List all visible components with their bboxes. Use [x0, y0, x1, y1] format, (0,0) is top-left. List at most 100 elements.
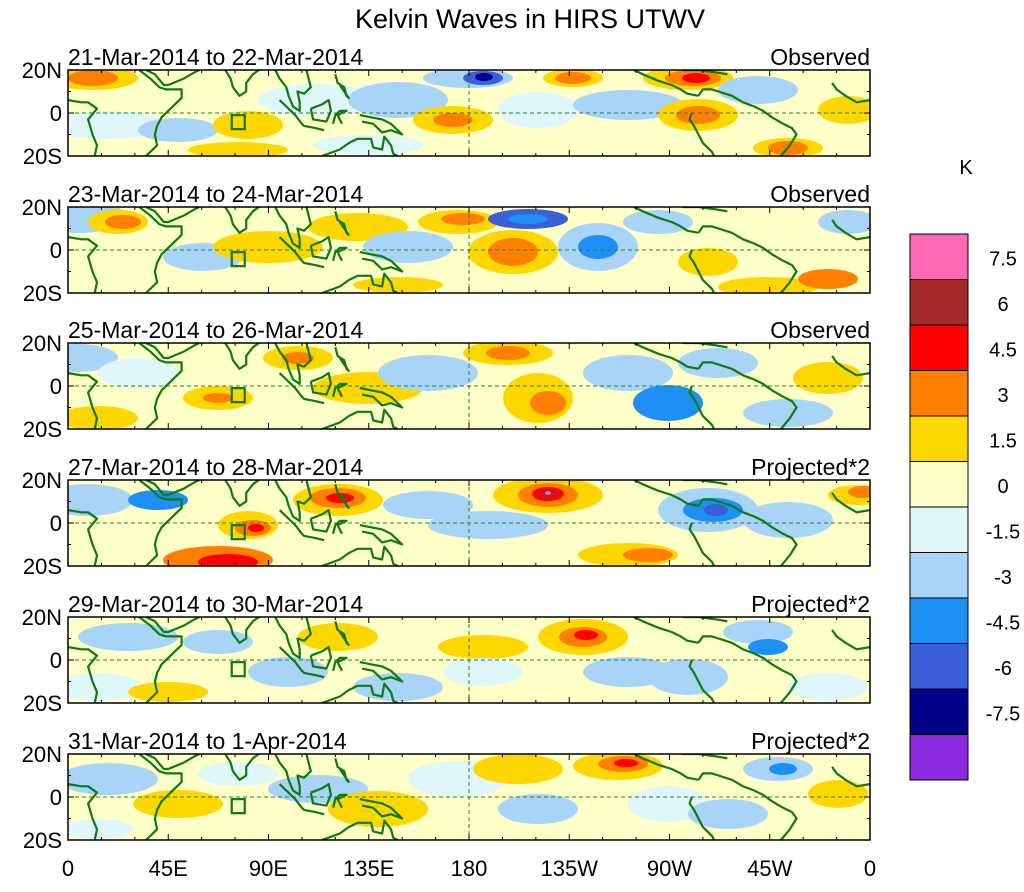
map-panel: 29-Mar-2014 to 30-Mar-2014 Projected*2 20N…	[22, 591, 871, 716]
map-panel: 21-Mar-2014 to 22-Mar-2014 Observed 20N 0 20…	[22, 44, 871, 169]
anomaly-map	[67, 479, 871, 567]
latitude-label: 0	[50, 374, 62, 399]
anomaly-contour	[378, 355, 478, 391]
colorbar-swatch	[909, 279, 969, 326]
colorbar-swatch	[909, 415, 969, 462]
coastline	[688, 796, 716, 840]
coastline	[334, 484, 350, 509]
longitude-label: 90E	[249, 856, 288, 881]
coastline	[68, 509, 99, 566]
anomaly-contour	[203, 393, 233, 403]
coastline	[309, 372, 332, 396]
coastlines	[68, 754, 870, 840]
region-box-marker	[230, 387, 246, 404]
colorbar-swatch	[909, 324, 969, 371]
coastline	[831, 629, 870, 651]
anomaly-contour	[678, 248, 738, 276]
panel-date-range: 23-Mar-2014 to 24-Mar-2014	[68, 181, 364, 207]
anomaly-contour	[433, 113, 473, 127]
coastline	[633, 754, 699, 781]
colorbar-swatch	[909, 734, 969, 781]
map-ticks	[67, 616, 871, 704]
coastlines	[68, 617, 870, 703]
coastline	[334, 211, 350, 236]
anomaly-contour	[678, 348, 758, 378]
anomaly-contour	[298, 623, 378, 651]
coastline	[332, 109, 348, 125]
map-panel: 27-Mar-2014 to 28-Mar-2014 Projected*2 20N…	[22, 454, 871, 579]
coastline	[831, 492, 870, 514]
coastline	[697, 88, 798, 156]
anomaly-contour	[793, 362, 863, 394]
anomaly-map	[67, 616, 871, 704]
anomaly-map	[67, 753, 871, 841]
coastline	[688, 385, 716, 429]
colorbar-label: -3	[994, 567, 1012, 589]
latitude-label: 20N	[22, 605, 62, 630]
panel-label: Observed	[770, 44, 870, 70]
coastline	[359, 114, 404, 136]
longitude-label: 45E	[149, 856, 188, 881]
coastline	[309, 646, 332, 670]
coastline	[332, 656, 348, 672]
colorbar-swatch	[909, 233, 969, 280]
coastline	[359, 251, 404, 273]
coastline	[682, 343, 728, 349]
coastline	[359, 661, 404, 683]
anomaly-contour	[614, 759, 638, 767]
coastline	[223, 70, 261, 97]
coastline	[278, 236, 325, 269]
panel-date-range: 31-Mar-2014 to 1-Apr-2014	[68, 728, 347, 754]
panel-date-range: 29-Mar-2014 to 30-Mar-2014	[68, 591, 364, 617]
coastlines	[68, 480, 870, 566]
anomaly-contour	[68, 673, 143, 701]
coastline	[321, 682, 399, 703]
coastline	[334, 74, 350, 99]
anomaly-contour	[383, 491, 473, 519]
coastlines	[68, 343, 870, 429]
map-panel: 31-Mar-2014 to 1-Apr-2014 Projected*2 20N 0…	[22, 728, 871, 853]
coastline	[278, 99, 325, 132]
anomaly-contour	[488, 238, 538, 266]
latitude-label: 20N	[22, 195, 62, 220]
panel-label: Projected*2	[751, 454, 870, 480]
coastline	[278, 372, 325, 405]
anomaly-contour	[68, 70, 118, 86]
colorbar-label: -6	[994, 658, 1012, 680]
latitude-label: 20N	[22, 331, 62, 356]
coastline	[309, 236, 332, 260]
colorbar-swatch	[909, 552, 969, 599]
coastline	[633, 70, 699, 97]
coastline	[273, 207, 312, 249]
coastline	[831, 355, 870, 377]
panel-label: Observed	[770, 181, 870, 207]
longitude-label: 45W	[747, 856, 792, 881]
coastline	[145, 343, 200, 360]
anomaly-contour	[498, 794, 578, 824]
anomaly-contour	[213, 111, 283, 139]
anomaly-contour	[498, 92, 578, 128]
colorbar-label: 1.5	[989, 431, 1017, 453]
region-box-marker	[230, 114, 246, 131]
coastline	[138, 70, 183, 156]
latitude-label: 20S	[23, 691, 62, 716]
colorbar-swatch	[909, 506, 969, 553]
panel-date-range: 25-Mar-2014 to 26-Mar-2014	[68, 317, 364, 343]
coastline	[321, 408, 399, 429]
coastline	[697, 225, 798, 293]
coastline	[223, 207, 261, 234]
anomaly-contour	[788, 673, 868, 701]
colorbar-swatch	[909, 643, 969, 690]
region-box-marker	[230, 251, 246, 268]
anomaly-contour	[441, 213, 485, 225]
coastline	[278, 509, 325, 542]
colorbar-label: 6	[997, 294, 1008, 316]
latitude-label: 20N	[22, 58, 62, 83]
anomaly-contour	[583, 355, 673, 391]
coastline	[682, 754, 728, 760]
longitude-label: 0	[864, 856, 876, 881]
anomaly-contour	[704, 504, 728, 516]
anomaly-contour	[682, 73, 710, 83]
coastline	[68, 99, 99, 156]
